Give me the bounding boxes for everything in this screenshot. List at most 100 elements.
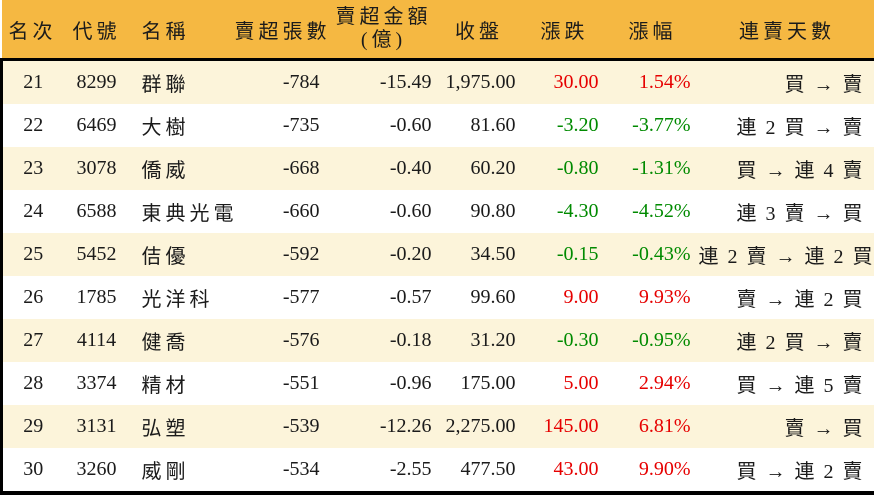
table-row: 27 4114 健喬 -576 -0.18 31.20 -0.30 -0.95%… [0,319,874,362]
change-cell: 43.00 [522,448,607,495]
sell-volume-cell: -592 [282,243,320,265]
col-header-streak: 連賣天數 [698,0,874,61]
close-cell: 477.50 [435,448,523,495]
change-pct-cell: -0.95% [632,329,691,351]
change-pct-cell: -3.77% [632,114,691,136]
rank-cell: 25 [0,233,64,276]
sell-volume-cell: -660 [282,200,320,222]
sell-amount-cell: -0.20 [389,243,432,265]
col-header-sell-amount-line2: (億) [360,29,407,51]
code-cell: 3374 [76,372,117,394]
table-header: 名次 代號 名稱 賣超張數 賣超金額 (億) 收盤 漲跌 漲幅 連賣天數 [1,0,874,61]
sell-volume-cell: -539 [282,415,320,437]
sell-volume-cell: -668 [282,157,320,179]
change-pct-cell: 1.54% [638,71,691,93]
name-cell: 弘塑 [141,418,190,440]
table-row: 26 1785 光洋科 -577 -0.57 99.60 9.00 9.93% … [0,276,874,319]
change-cell: 145.00 [543,415,599,437]
code-cell: 6469 [76,114,117,136]
change-cell: -4.30 [556,200,599,222]
col-header-code: 代號 [63,0,130,61]
change-pct-cell: -0.43% [632,243,691,265]
rank-cell: 28 [0,362,64,405]
table-row: 24 6588 東典光電 -660 -0.60 90.80 -4.30 -4.5… [0,190,874,233]
sell-amount-cell: -2.55 [331,448,436,495]
sell-volume-cell: -534 [233,448,332,495]
code-cell: 1785 [76,286,117,308]
table-row: 30 3260 威剛 -534 -2.55 477.50 43.00 9.90%… [0,448,874,495]
table-body: 21 8299 群聯 -784 -15.49 1,975.00 30.00 1.… [0,59,874,495]
streak-cell: 連 2 買 → 賣 [698,319,874,362]
change-pct-cell: 6.81% [638,415,691,437]
name-cell: 大樹 [141,117,190,139]
change-pct-cell: -4.52% [632,200,691,222]
close-cell: 60.20 [470,157,516,179]
code-cell: 6588 [76,200,117,222]
table-row: 29 3131 弘塑 -539 -12.26 2,275.00 145.00 6… [0,405,874,448]
close-cell: 1,975.00 [445,71,516,93]
col-header-sell-amount: 賣超金額 (億) [331,0,436,61]
rank-cell: 23 [0,147,64,190]
name-cell: 僑威 [141,160,190,182]
code-cell: 4114 [76,329,117,351]
streak-cell: 連 2 買 → 賣 [698,104,874,147]
code-cell: 3260 [63,448,130,495]
rank-cell: 26 [0,276,64,319]
change-cell: 9.00 [563,286,599,308]
table-row: 23 3078 僑威 -668 -0.40 60.20 -0.80 -1.31%… [0,147,874,190]
close-cell: 81.60 [470,114,516,136]
sell-volume-cell: -576 [282,329,320,351]
streak-cell: 連 3 賣 → 買 [698,190,874,233]
change-cell: 30.00 [553,71,599,93]
streak-cell: 賣 → 買 [698,405,874,448]
col-header-name: 名稱 [129,0,234,61]
sell-amount-cell: -0.57 [389,286,432,308]
rank-cell: 24 [0,190,64,233]
sell-amount-cell: -0.96 [389,372,432,394]
name-cell: 東典光電 [141,203,238,225]
sell-amount-cell: -0.60 [389,114,432,136]
sell-amount-cell: -0.60 [389,200,432,222]
rank-cell: 27 [0,319,64,362]
table-row: 21 8299 群聯 -784 -15.49 1,975.00 30.00 1.… [0,59,874,104]
streak-cell: 買 → 連 5 賣 [698,362,874,405]
header-row: 名次 代號 名稱 賣超張數 賣超金額 (億) 收盤 漲跌 漲幅 連賣天數 [1,0,874,61]
code-cell: 8299 [76,71,117,93]
sell-amount-cell: -0.40 [389,157,432,179]
col-header-change: 漲跌 [522,0,607,61]
change-cell: -0.80 [556,157,599,179]
col-header-close: 收盤 [435,0,523,61]
close-cell: 31.20 [470,329,516,351]
close-cell: 90.80 [470,200,516,222]
streak-cell: 賣 → 連 2 買 [698,276,874,319]
sell-volume-cell: -577 [282,286,320,308]
change-pct-cell: 9.90% [606,448,699,495]
change-cell: -0.15 [556,243,599,265]
sell-amount-cell: -12.26 [379,415,432,437]
rank-cell: 22 [0,104,64,147]
close-cell: 2,275.00 [445,415,516,437]
table-row: 28 3374 精材 -551 -0.96 175.00 5.00 2.94% … [0,362,874,405]
col-header-change-pct: 漲幅 [606,0,699,61]
close-cell: 34.50 [470,243,516,265]
code-cell: 3078 [76,157,117,179]
sell-amount-cell: -0.18 [389,329,432,351]
streak-cell: 買 → 連 2 賣 [698,448,874,495]
col-header-rank: 名次 [1,0,64,61]
change-cell: -0.30 [556,329,599,351]
sell-volume-cell: -784 [282,71,320,93]
rank-cell: 29 [0,405,64,448]
change-cell: 5.00 [563,372,599,394]
code-cell: 5452 [76,243,117,265]
name-cell: 光洋科 [141,289,214,311]
change-pct-cell: 2.94% [638,372,691,394]
streak-cell: 買 → 連 4 賣 [698,147,874,190]
sell-amount-cell: -15.49 [379,71,432,93]
change-pct-cell: 9.93% [638,286,691,308]
sell-volume-cell: -551 [282,372,320,394]
rank-cell: 21 [0,59,64,104]
rank-cell: 30 [0,448,64,495]
sell-volume-cell: -735 [282,114,320,136]
col-header-sell-volume: 賣超張數 [233,0,332,61]
name-cell: 威剛 [129,448,234,495]
